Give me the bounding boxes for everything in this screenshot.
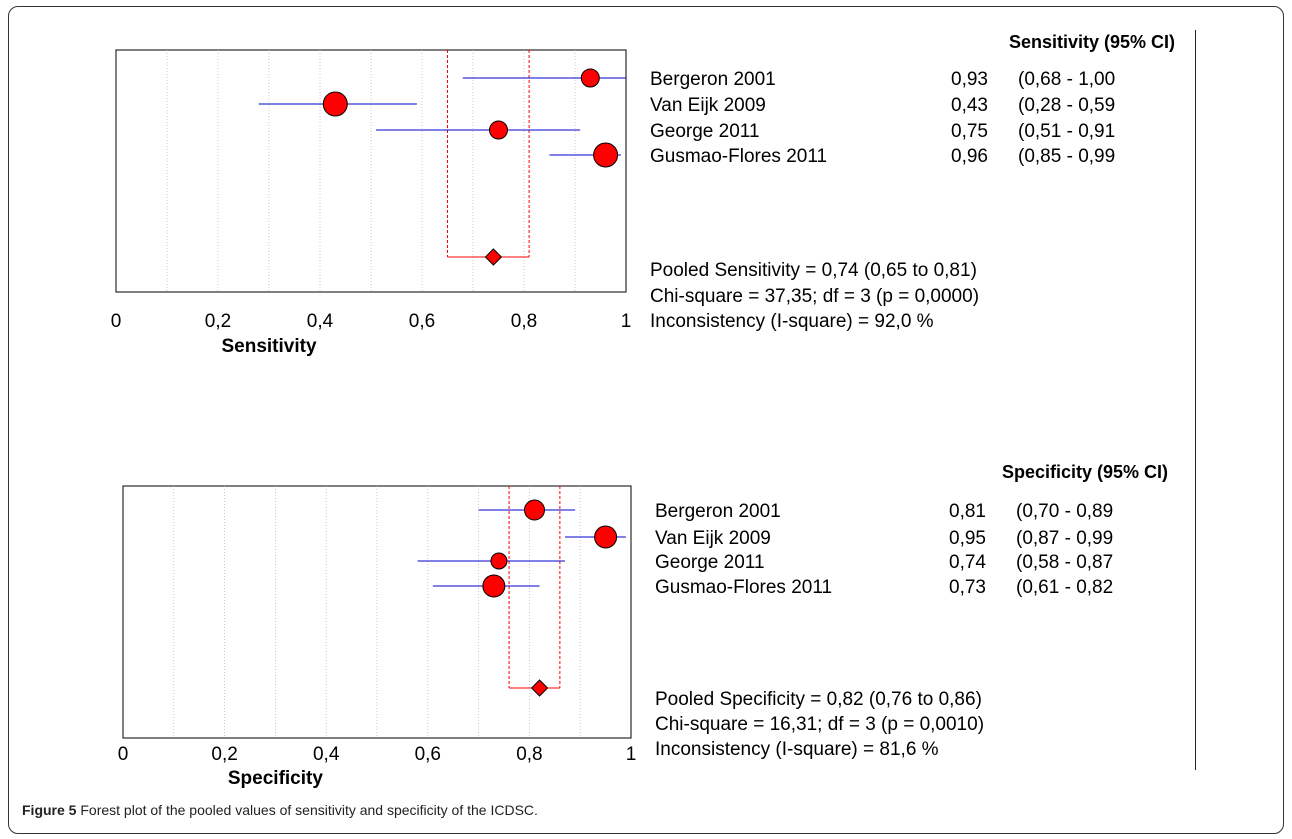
study-estimate-marker	[490, 552, 508, 570]
study-value: 0,74	[949, 552, 986, 573]
x-tick-label: 0,6	[409, 311, 435, 332]
x-tick-label: 0,6	[415, 744, 441, 765]
x-tick-label: 0	[118, 744, 129, 765]
vertical-divider	[1195, 30, 1196, 770]
table-header: Specificity (95% CI)	[1002, 462, 1168, 482]
x-tick-label: 0,8	[511, 311, 537, 332]
study-estimate-marker	[523, 499, 545, 521]
study-ci-label: (0,68 - 1,00	[1018, 69, 1115, 90]
study-ci-label: (0,70 - 0,89	[1016, 501, 1113, 522]
summary-statistic: Chi-square = 37,35; df = 3 (p = 0,0000)	[650, 286, 979, 307]
x-axis-label: Sensitivity	[221, 336, 316, 357]
study-estimate-marker	[580, 68, 600, 88]
caption-label: Figure 5	[22, 802, 77, 818]
study-name: George 2011	[655, 552, 765, 573]
study-ci-label: (0,28 - 0,59	[1018, 95, 1115, 116]
summary-statistic: Inconsistency (I-square) = 81,6 %	[655, 739, 939, 760]
x-tick-label: 1	[621, 311, 632, 332]
study-ci-label: (0,61 - 0,82	[1016, 577, 1113, 598]
study-value: 0,81	[949, 501, 986, 522]
x-tick-label: 0,2	[211, 744, 237, 765]
summary-statistic: Inconsistency (I-square) = 92,0 %	[650, 311, 934, 332]
x-tick-label: 0,2	[205, 311, 231, 332]
study-value: 0,43	[951, 95, 988, 116]
study-name: Bergeron 2001	[650, 69, 776, 90]
study-estimate-marker	[322, 91, 348, 117]
study-name: George 2011	[650, 121, 760, 142]
summary-statistic: Pooled Specificity = 0,82 (0,76 to 0,86)	[655, 689, 982, 710]
study-name: Bergeron 2001	[655, 501, 781, 522]
x-tick-label: 0	[111, 311, 122, 332]
study-estimate-marker	[594, 525, 618, 549]
study-ci-label: (0,85 - 0,99	[1018, 146, 1115, 167]
x-axis-label: Specificity	[228, 768, 323, 789]
pooled-estimate-diamond	[530, 679, 549, 697]
study-estimate-marker	[482, 574, 506, 598]
study-value: 0,73	[949, 577, 986, 598]
study-name: Van Eijk 2009	[655, 528, 771, 549]
study-value: 0,96	[951, 146, 988, 167]
x-tick-label: 0,4	[307, 311, 334, 332]
study-value: 0,95	[949, 528, 986, 549]
study-ci-label: (0,58 - 0,87	[1016, 552, 1113, 573]
summary-statistic: Chi-square = 16,31; df = 3 (p = 0,0010)	[655, 714, 984, 735]
x-tick-label: 0,8	[516, 744, 542, 765]
pooled-estimate-diamond	[484, 248, 503, 266]
study-name: Gusmao-Flores 2011	[655, 577, 832, 598]
figure-caption: Figure 5 Forest plot of the pooled value…	[22, 802, 538, 818]
table-header: Sensitivity (95% CI)	[1009, 32, 1175, 52]
study-value: 0,75	[951, 121, 988, 142]
study-ci-label: (0,87 - 0,99	[1016, 528, 1113, 549]
caption-text: Forest plot of the pooled values of sens…	[80, 802, 538, 818]
study-estimate-marker	[593, 142, 619, 168]
study-estimate-marker	[489, 120, 508, 140]
study-name: Van Eijk 2009	[650, 95, 766, 116]
summary-statistic: Pooled Sensitivity = 0,74 (0,65 to 0,81)	[650, 260, 977, 281]
study-name: Gusmao-Flores 2011	[650, 146, 827, 167]
study-value: 0,93	[951, 69, 988, 90]
x-tick-label: 1	[626, 744, 637, 765]
x-tick-label: 0,4	[313, 744, 340, 765]
study-ci-label: (0,51 - 0,91	[1018, 121, 1115, 142]
